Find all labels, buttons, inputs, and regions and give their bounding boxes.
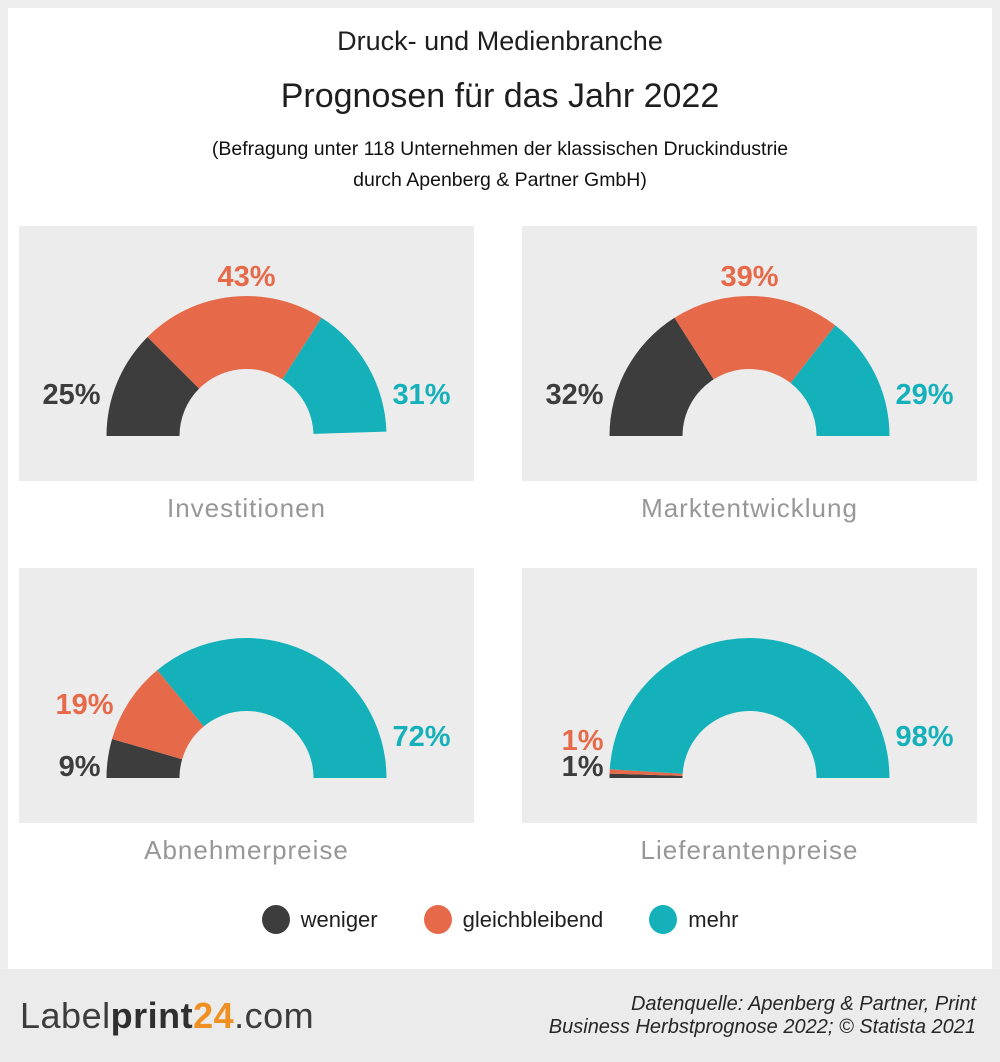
footer: Labelprint24.com Datenquelle: Apenberg &…: [0, 969, 1000, 1062]
legend-dot-gleichbleibend: [423, 905, 452, 934]
gauge-value-weniger: 32%: [545, 379, 603, 411]
gauge-segment-gleichbleibend: [112, 670, 204, 760]
gauge-cell-abnehmerpreise: 9% 72% 19% Abnehmerpreise: [19, 568, 474, 866]
gauge-segment-gleichbleibend: [609, 769, 683, 776]
gauge-value-mehr: 31%: [393, 379, 451, 411]
data-source-note: Datenquelle: Apenberg & Partner, Print B…: [549, 993, 976, 1039]
gauge-caption-marktentwicklung: Marktentwicklung: [641, 493, 858, 523]
gauge-cell-investitionen: 25% 31% 43% Investitionen: [19, 226, 474, 524]
gauge-segment-gleichbleibend: [674, 295, 836, 384]
gauge-caption-abnehmerpreise: Abnehmerpreise: [144, 835, 349, 865]
gauge-value-weniger: 25%: [42, 379, 100, 411]
legend-item-mehr: mehr: [649, 905, 738, 934]
chart-subtitle-line1: (Befragung unter 118 Unternehmen der kla…: [211, 138, 789, 160]
gauge-value-weniger: 9%: [59, 751, 101, 783]
gauge-chart-investitionen: 25% 31% 43%: [19, 226, 474, 481]
legend-dot-mehr: [649, 905, 678, 934]
gauge-value-gleichbleibend: 39%: [720, 261, 778, 293]
gauge-cell-lieferantenpreise: 1% 98% 1% Lieferantenpreise: [522, 568, 977, 866]
legend-item-weniger: weniger: [261, 905, 378, 934]
gauge-value-mehr: 72%: [393, 721, 451, 753]
data-source-line1: Datenquelle: Apenberg & Partner, Print: [630, 992, 976, 1015]
gauge-segment-mehr: [157, 638, 387, 778]
legend: weniger gleichbleibend mehr: [8, 905, 992, 934]
gauge-segment-mehr: [282, 317, 387, 434]
header: Druck- und Medienbranche Prognosen für d…: [8, 8, 992, 196]
gauge-caption-lieferantenpreise: Lieferantenpreise: [640, 835, 859, 865]
gauge-svg: 1% 98% 1%: [562, 638, 954, 783]
logo-part-24: 24: [193, 994, 235, 1036]
gauge-segment-mehr: [790, 325, 890, 436]
gauge-svg: 9% 72% 19%: [55, 638, 451, 783]
gauge-chart-marktentwicklung: 32% 29% 39%: [522, 226, 977, 481]
gauge-segment-weniger: [106, 738, 183, 778]
gauge-segment-mehr: [609, 638, 890, 778]
chart-suptitle: Druck- und Medienbranche: [337, 26, 663, 56]
gauge-value-weniger: 1%: [562, 751, 604, 783]
gauge-svg: 25% 31% 43%: [42, 261, 451, 436]
data-source-line2: Business Herbstprognose 2022; © Statista…: [548, 1015, 976, 1038]
gauge-value-gleichbleibend: 1%: [562, 725, 604, 757]
gauge-caption-investitionen: Investitionen: [167, 493, 326, 523]
gauge-segment-gleichbleibend: [147, 295, 322, 389]
legend-label-mehr: mehr: [688, 906, 739, 932]
logo-part-label: Label: [20, 994, 111, 1036]
logo-part-print: print: [110, 994, 194, 1036]
gauge-chart-lieferantenpreise: 1% 98% 1%: [522, 568, 977, 823]
legend-label-gleichbleibend: gleichbleibend: [462, 906, 604, 932]
gauge-cell-marktentwicklung: 32% 29% 39% Marktentwicklung: [522, 226, 977, 524]
legend-dot-weniger: [261, 905, 290, 934]
gauge-value-mehr: 98%: [896, 721, 954, 753]
legend-label-weniger: weniger: [300, 906, 378, 932]
legend-item-gleichbleibend: gleichbleibend: [423, 905, 604, 934]
gauge-value-gleichbleibend: 19%: [55, 689, 113, 721]
gauge-chart-abnehmerpreise: 9% 72% 19%: [19, 568, 474, 823]
labelprint24-logo: Labelprint24.com: [20, 995, 314, 1037]
chart-subtitle-line2: durch Apenberg & Partner GmbH): [353, 169, 647, 191]
chart-subtitle: (Befragung unter 118 Unternehmen der kla…: [8, 134, 992, 196]
logo-part-com: .com: [234, 994, 315, 1036]
gauge-svg: 32% 29% 39%: [545, 261, 954, 436]
gauge-segment-weniger: [106, 337, 200, 436]
content-area: Druck- und Medienbranche Prognosen für d…: [8, 8, 992, 969]
gauge-segment-weniger: [609, 773, 683, 778]
gauge-segment-weniger: [609, 317, 714, 436]
gauge-value-gleichbleibend: 43%: [217, 261, 275, 293]
chart-title: Prognosen für das Jahr 2022: [280, 77, 720, 115]
gauge-value-mehr: 29%: [896, 379, 954, 411]
